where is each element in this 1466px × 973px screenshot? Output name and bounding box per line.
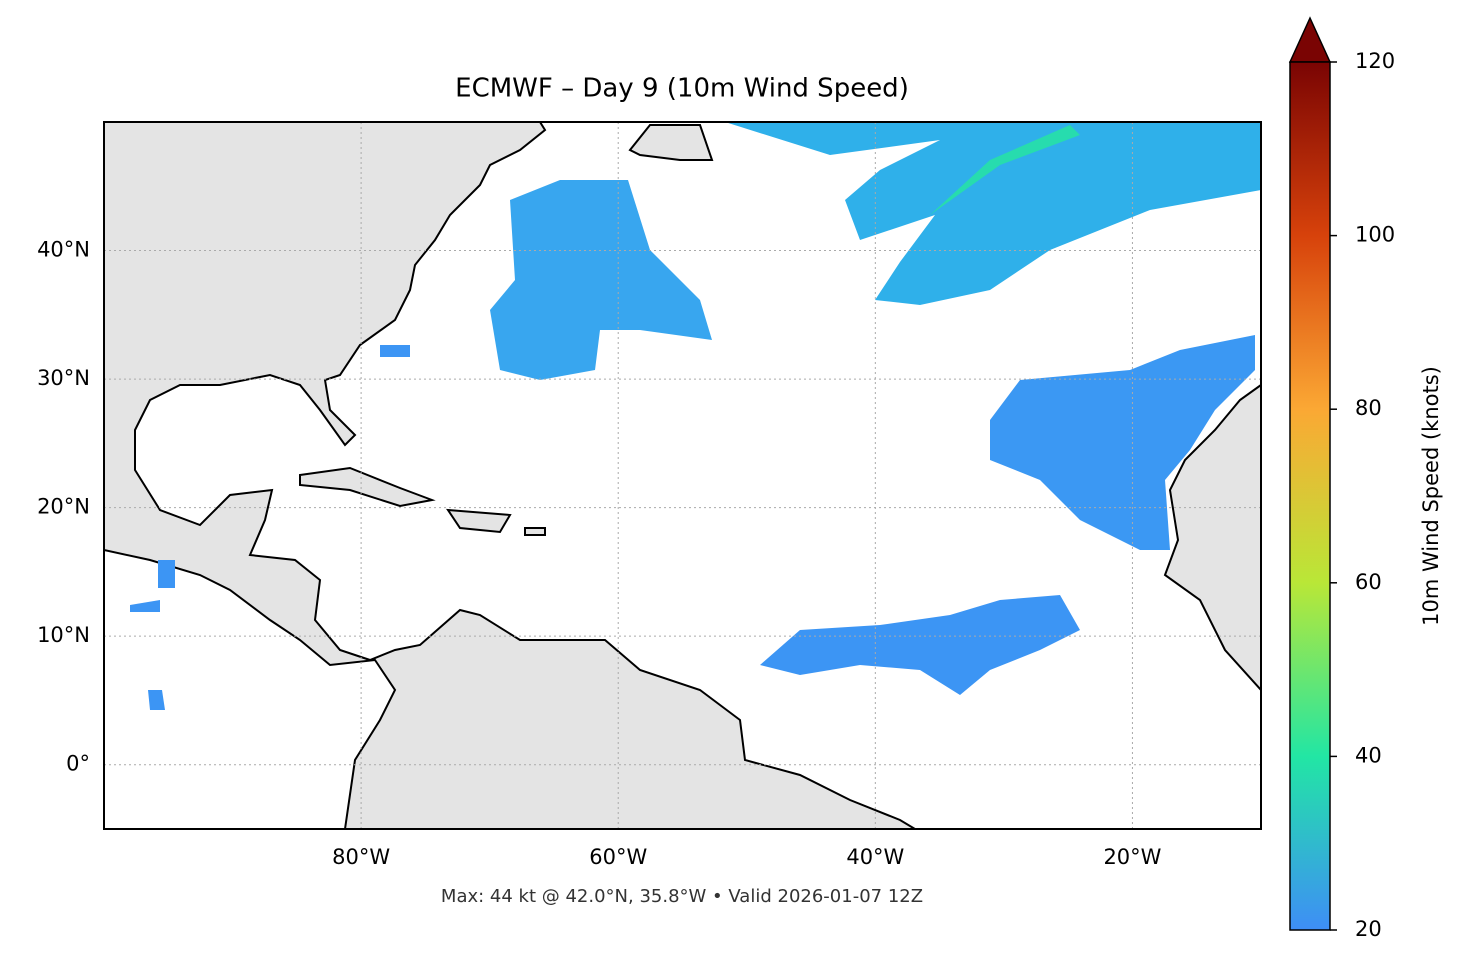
colorbar-tick-label: 120	[1355, 49, 1395, 73]
colorbar-tick-label: 80	[1355, 396, 1382, 420]
hispaniola	[446, 508, 512, 534]
colorbar-tick-label: 60	[1355, 570, 1382, 594]
cuba	[299, 466, 436, 508]
wind-field	[490, 180, 712, 380]
y-tick-label: 30°N	[37, 366, 90, 390]
africa	[1163, 383, 1261, 692]
footer-note: Max: 44 kt @ 42.0°N, 35.8°W • Valid 2026…	[441, 886, 923, 907]
map-title: ECMWF – Day 9 (10m Wind Speed)	[455, 74, 909, 104]
colorbar-label: 10m Wind Speed (knots)	[1419, 366, 1443, 626]
wind-field	[760, 595, 1080, 695]
wind-field	[725, 122, 1261, 305]
x-tick-label: 60°W	[589, 845, 647, 869]
puerto-rico	[524, 527, 546, 536]
y-tick-label: 20°N	[37, 495, 90, 519]
y-tick-label: 40°N	[37, 238, 90, 262]
colorbar	[1289, 61, 1331, 931]
map-layer	[104, 122, 1261, 829]
x-tick-label: 80°W	[332, 845, 390, 869]
x-tick-label: 40°W	[846, 845, 904, 869]
y-tick-label: 10°N	[37, 623, 90, 647]
americas	[104, 122, 917, 829]
y-tick-label: 0°	[66, 752, 90, 776]
colorbar-extend	[1288, 16, 1332, 63]
colorbar-tick-label: 20	[1355, 917, 1382, 941]
x-tick-label: 20°W	[1103, 845, 1161, 869]
wind-field	[930, 125, 1080, 215]
colorbar-tick-label: 100	[1355, 223, 1395, 247]
wind-field	[990, 335, 1255, 550]
colorbar-tick-label: 40	[1355, 743, 1382, 767]
map-frame	[103, 121, 1262, 830]
newfoundland	[628, 124, 714, 161]
